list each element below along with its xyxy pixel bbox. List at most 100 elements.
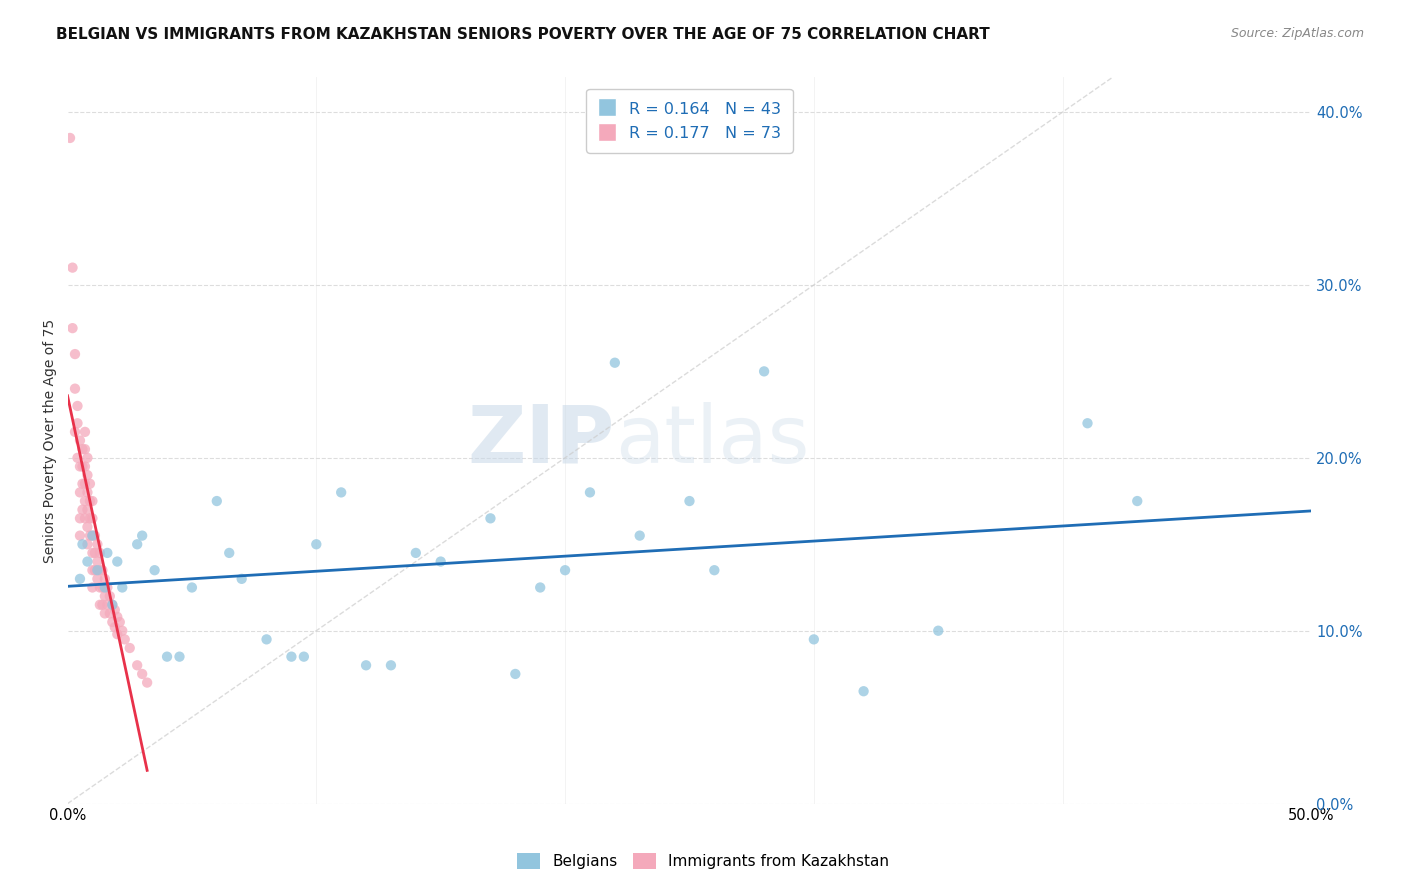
Point	[803, 632, 825, 647]
Point	[105, 610, 128, 624]
Point	[73, 476, 96, 491]
Point	[73, 511, 96, 525]
Point	[91, 581, 114, 595]
Point	[852, 684, 875, 698]
Point	[156, 649, 179, 664]
Point	[72, 459, 94, 474]
Point	[86, 555, 108, 569]
Point	[62, 321, 84, 335]
Point	[72, 502, 94, 516]
Point	[63, 382, 86, 396]
Point	[380, 658, 402, 673]
Point	[1126, 494, 1149, 508]
Point	[752, 364, 775, 378]
Point	[136, 675, 159, 690]
Point	[703, 563, 725, 577]
Point	[86, 563, 108, 577]
Point	[89, 563, 111, 577]
Point	[76, 520, 98, 534]
Point	[1076, 416, 1098, 430]
Point	[104, 603, 127, 617]
Point	[82, 494, 104, 508]
Point	[82, 511, 104, 525]
Point	[91, 563, 114, 577]
Point	[73, 494, 96, 508]
Point	[529, 581, 551, 595]
Point	[292, 649, 315, 664]
Point	[127, 658, 149, 673]
Point	[111, 581, 134, 595]
Point	[72, 442, 94, 457]
Point	[114, 632, 136, 647]
Point	[83, 528, 105, 542]
Legend: R = 0.164   N = 43, R = 0.177   N = 73: R = 0.164 N = 43, R = 0.177 N = 73	[586, 89, 793, 153]
Point	[94, 589, 117, 603]
Text: Source: ZipAtlas.com: Source: ZipAtlas.com	[1230, 27, 1364, 40]
Point	[82, 528, 104, 542]
Point	[108, 615, 131, 629]
Point	[69, 572, 91, 586]
Point	[231, 572, 253, 586]
Point	[603, 356, 626, 370]
Point	[330, 485, 353, 500]
Point	[76, 537, 98, 551]
Point	[82, 563, 104, 577]
Point	[73, 442, 96, 457]
Point	[98, 607, 121, 621]
Point	[94, 581, 117, 595]
Text: BELGIAN VS IMMIGRANTS FROM KAZAKHSTAN SENIORS POVERTY OVER THE AGE OF 75 CORRELA: BELGIAN VS IMMIGRANTS FROM KAZAKHSTAN SE…	[56, 27, 990, 42]
Point	[131, 528, 153, 542]
Point	[305, 537, 328, 551]
Point	[96, 598, 118, 612]
Point	[127, 537, 149, 551]
Point	[72, 537, 94, 551]
Point	[82, 546, 104, 560]
Point	[63, 347, 86, 361]
Point	[628, 528, 651, 542]
Point	[98, 589, 121, 603]
Point	[79, 494, 101, 508]
Point	[76, 555, 98, 569]
Point	[927, 624, 949, 638]
Text: ZIP: ZIP	[468, 401, 614, 480]
Point	[169, 649, 191, 664]
Point	[105, 627, 128, 641]
Point	[69, 485, 91, 500]
Point	[69, 459, 91, 474]
Point	[579, 485, 602, 500]
Point	[94, 607, 117, 621]
Point	[111, 624, 134, 638]
Point	[69, 434, 91, 448]
Point	[131, 667, 153, 681]
Point	[218, 546, 240, 560]
Point	[63, 425, 86, 439]
Point	[69, 511, 91, 525]
Point	[96, 581, 118, 595]
Point	[86, 572, 108, 586]
Point	[143, 563, 166, 577]
Point	[82, 528, 104, 542]
Point	[76, 468, 98, 483]
Point	[354, 658, 377, 673]
Point	[73, 425, 96, 439]
Point	[73, 459, 96, 474]
Point	[181, 581, 204, 595]
Point	[505, 667, 527, 681]
Point	[72, 476, 94, 491]
Point	[479, 511, 502, 525]
Point	[205, 494, 228, 508]
Point	[94, 572, 117, 586]
Point	[83, 563, 105, 577]
Point	[62, 260, 84, 275]
Point	[66, 399, 89, 413]
Point	[82, 581, 104, 595]
Point	[76, 502, 98, 516]
Point	[76, 450, 98, 465]
Point	[76, 485, 98, 500]
Point	[104, 620, 127, 634]
Point	[91, 598, 114, 612]
Point	[554, 563, 576, 577]
Point	[256, 632, 278, 647]
Point	[66, 450, 89, 465]
Text: atlas: atlas	[614, 401, 810, 480]
